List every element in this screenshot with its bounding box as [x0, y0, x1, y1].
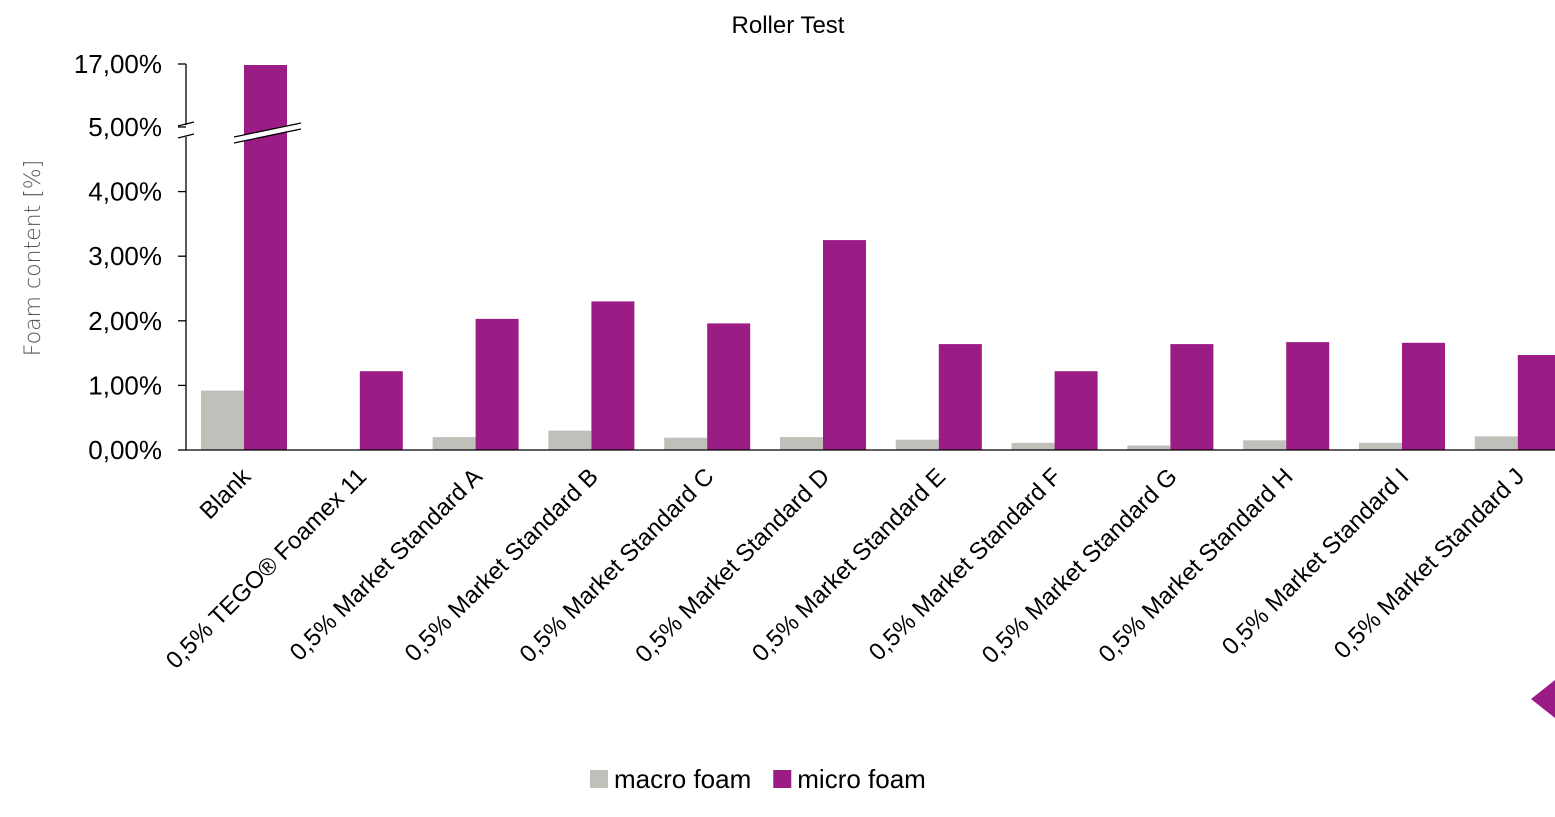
y-axis-break-mark-1 — [177, 121, 195, 127]
axis-break-slash-1 — [233, 122, 302, 138]
bar-micro-foam-9 — [1286, 342, 1330, 450]
x-tick-label-10: 0,5% Market Standard I — [1217, 463, 1414, 660]
bar-micro-foam-6 — [938, 344, 982, 450]
bar-macro-foam-7 — [1011, 442, 1055, 450]
x-tick-label-9: 0,5% Market Standard H — [1094, 463, 1299, 668]
bar-micro-foam-11 — [1517, 355, 1555, 450]
y-tick-label-3: 3,00% — [88, 241, 162, 271]
legend: macro foam micro foam — [590, 764, 926, 794]
x-tick-label-7: 0,5% Market Standard F — [864, 463, 1067, 666]
y-tick-label-5: 5,00% — [88, 112, 162, 142]
legend-swatch-micro-foam — [773, 770, 792, 788]
bar-micro-foam-0 — [244, 65, 287, 450]
chart-title: Roller Test — [732, 12, 845, 39]
x-tick-label-6: 0,5% Market Standard E — [747, 463, 951, 667]
bar-micro-foam-10 — [1402, 342, 1445, 450]
bar-micro-foam-8 — [1170, 344, 1214, 450]
x-tick-label-2: 0,5% Market Standard A — [285, 463, 488, 666]
bar-macro-foam-5 — [780, 437, 823, 450]
x-tick-label-11: 0,5% Market Standard J — [1329, 463, 1530, 664]
bar-macro-foam-10 — [1359, 442, 1402, 450]
bar-macro-foam-0 — [201, 390, 244, 450]
bar-macro-foam-8 — [1127, 445, 1171, 450]
x-tick-label-1: 0,5% TEGO® Foamex 11 — [161, 463, 372, 674]
bar-macro-foam-6 — [895, 439, 939, 450]
y-tick-label-0: 0,00% — [88, 435, 162, 465]
legend-label-macro-foam: macro foam — [614, 764, 751, 794]
y-axis-break-mark-2 — [177, 133, 195, 139]
bar-macro-foam-4 — [664, 437, 708, 450]
y-tick-label-2: 2,00% — [88, 306, 162, 336]
legend-swatch-macro-foam — [590, 770, 608, 788]
bar-macro-foam-9 — [1243, 440, 1287, 450]
bars — [201, 65, 1555, 450]
axis-break-band — [234, 123, 297, 143]
y-axis-label: Foam content [%] — [21, 160, 46, 357]
bar-micro-foam-5 — [823, 240, 866, 450]
bar-micro-foam-4 — [707, 323, 751, 450]
bar-micro-foam-1 — [359, 371, 403, 450]
y-tick-label-4: 4,00% — [88, 177, 162, 207]
x-tick-label-3: 0,5% Market Standard B — [400, 463, 604, 667]
x-tick-label-4: 0,5% Market Standard C — [515, 463, 720, 668]
bar-macro-foam-2 — [432, 437, 476, 450]
x-tick-label-8: 0,5% Market Standard G — [977, 463, 1183, 669]
x-tick-label-5: 0,5% Market Standard D — [630, 463, 835, 668]
bar-micro-foam-3 — [591, 301, 635, 450]
bar-micro-foam-7 — [1054, 371, 1098, 450]
y-tick-label-1: 1,00% — [88, 370, 162, 400]
axis-break-slash-2 — [233, 128, 302, 144]
play-triangle-icon — [1531, 680, 1555, 718]
axes — [177, 64, 1555, 451]
legend-label-micro-foam: micro foam — [797, 764, 926, 794]
y-tick-label-6: 17,00% — [74, 49, 162, 79]
bar-macro-foam-11 — [1474, 436, 1518, 450]
bar-micro-foam-2 — [475, 318, 519, 450]
bar-macro-foam-3 — [548, 430, 592, 450]
x-tick-label-0: Blank — [195, 462, 257, 524]
y-ticks: 0,00% 1,00% 2,00% 3,00% 4,00% 5,00% 17,00% — [74, 49, 186, 465]
